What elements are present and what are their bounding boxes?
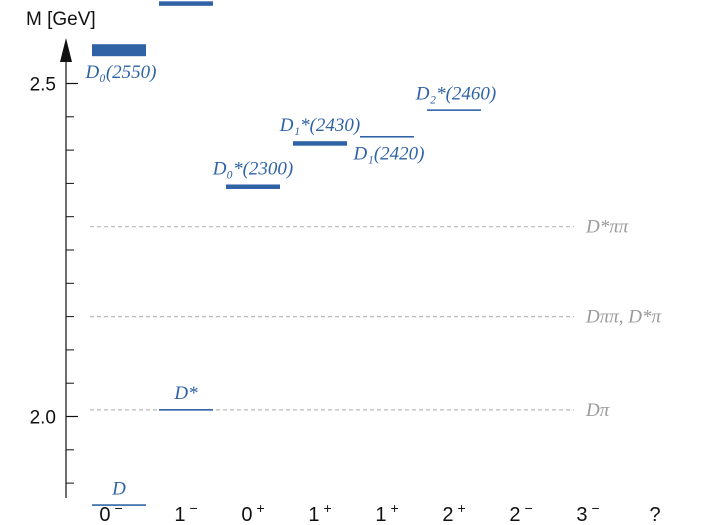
x-category-label: 1 +: [375, 500, 398, 525]
x-category-label: 2 +: [442, 500, 465, 525]
states: DD₀(2550)D*D₁*(2600)D₁*(2760)D₀*(2300)D₁…: [85, 1, 496, 506]
x-category-label: 3−: [576, 500, 599, 525]
state-label: D₁*(2430): [279, 115, 360, 136]
threshold-lines: Dπ Dππ, D*π D*ππ: [90, 217, 661, 421]
state-bar: [92, 504, 146, 506]
state-label: D*: [173, 383, 198, 404]
state-bar: [159, 1, 213, 6]
state-bar: [360, 135, 414, 138]
x-category-label: 0 +: [241, 500, 264, 525]
y-tick-label: 2.0: [30, 408, 56, 429]
state-bar: [226, 184, 280, 189]
state-bar: [159, 409, 213, 411]
y-axis-arrow: [60, 38, 72, 62]
state-label: D: [111, 478, 126, 499]
x-category-label: 1 +: [308, 500, 331, 525]
y-axis: M [GeV] 2.02.53.0: [26, 9, 96, 498]
state-label: D₀(2550): [85, 62, 157, 83]
x-category-label: 1−: [174, 500, 197, 525]
threshold-label: D*ππ: [585, 217, 629, 238]
state-label: D₂*(2460): [415, 83, 496, 104]
state-bar: [293, 141, 347, 146]
x-category-label: ?: [649, 504, 660, 525]
y-tick-label: 2.5: [30, 75, 56, 96]
x-axis-categories: 0− 1− 0 + 1 + 1 + 2 + 2− 3−?: [99, 500, 660, 525]
state-bar: [92, 44, 146, 57]
x-category-label: 0−: [99, 500, 122, 525]
y-axis-label: M [GeV]: [26, 9, 96, 30]
threshold-label: Dππ, D*π: [585, 307, 661, 328]
state-label: D₀*(2300): [212, 158, 293, 179]
state-bar: [427, 109, 481, 111]
state-label: D₁(2420): [353, 144, 425, 165]
threshold-label: Dπ: [585, 400, 610, 421]
x-category-label: 2−: [509, 500, 532, 525]
